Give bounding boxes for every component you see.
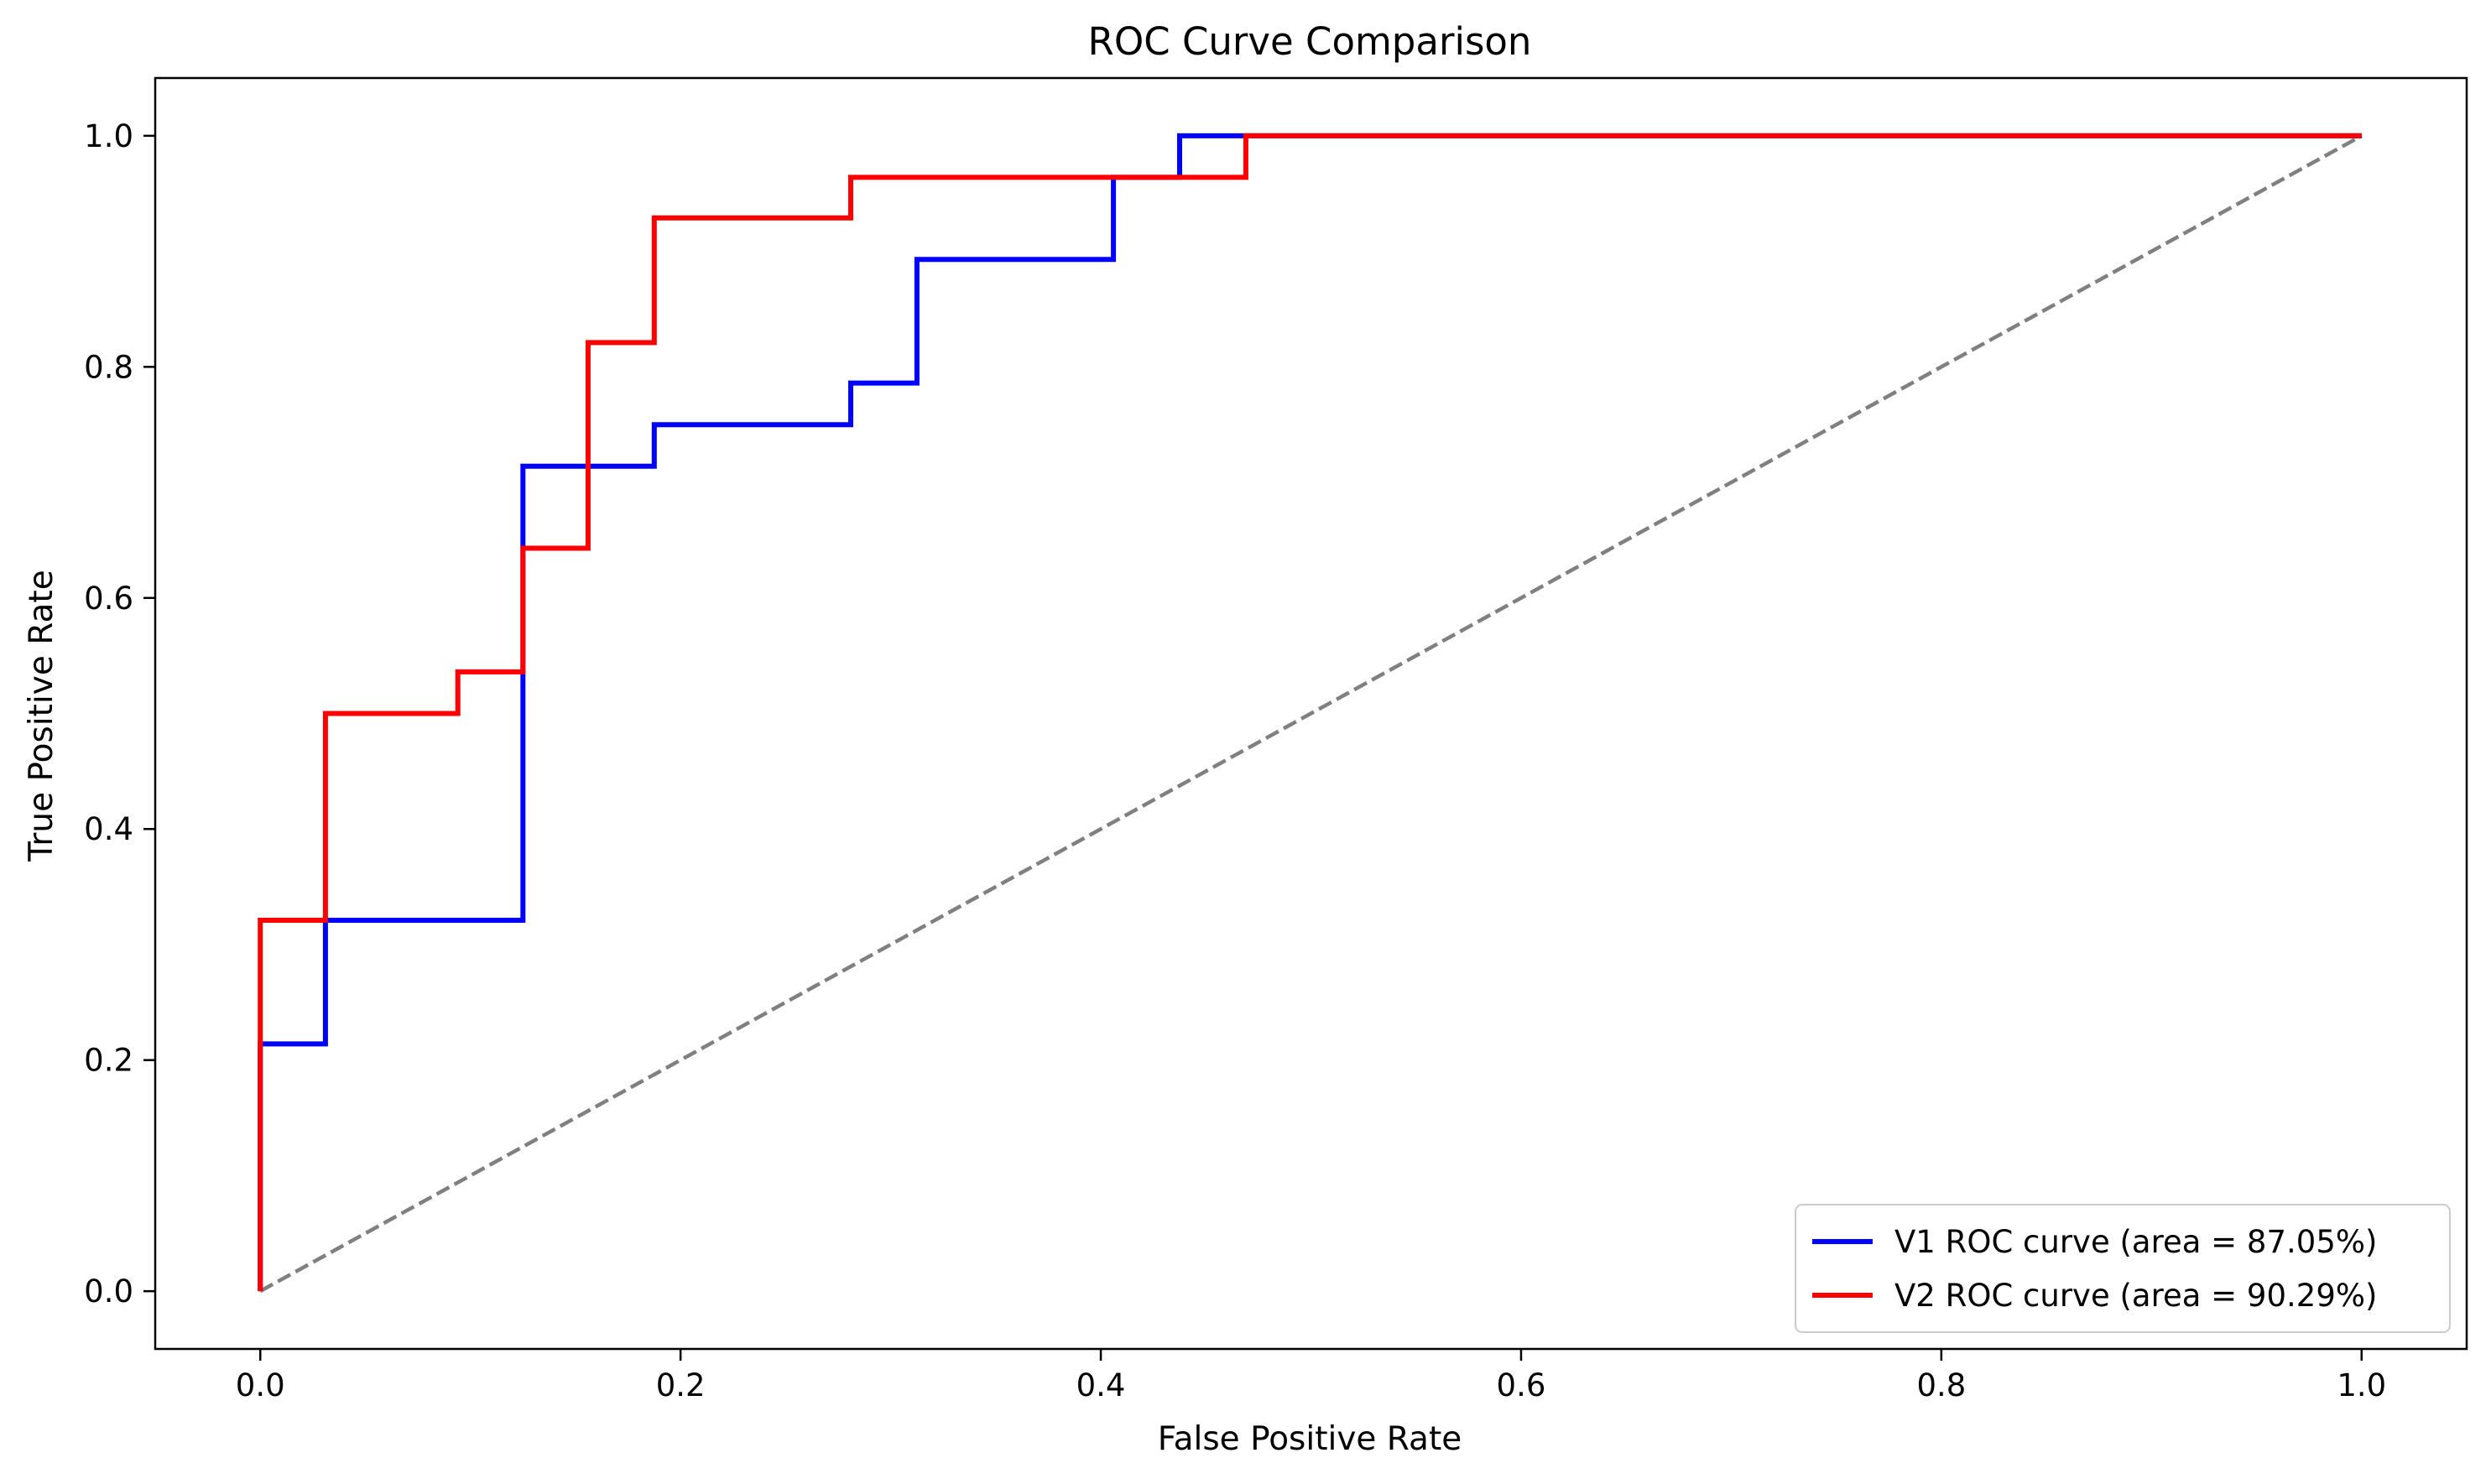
chance-diagonal-line <box>259 133 2363 1294</box>
x-axis-ticks: 0.0 0.2 0.4 0.6 0.8 1.0 <box>236 1349 2386 1403</box>
y-axis-label: True Positive Rate <box>23 570 60 862</box>
y-tick-label: 0.2 <box>84 1043 133 1079</box>
x-axis-label: False Positive Rate <box>1158 1420 1462 1458</box>
y-axis-ticks: 0.0 0.2 0.4 0.6 0.8 1.0 <box>84 118 155 1310</box>
plot-lines <box>258 133 2363 1294</box>
y-tick-label: 1.0 <box>84 118 133 154</box>
x-tick-label: 0.2 <box>656 1367 706 1403</box>
y-tick-label: 0.6 <box>84 581 133 617</box>
series-line-2 <box>258 133 2362 1292</box>
chart-title: ROC Curve Comparison <box>1088 19 1532 64</box>
x-tick-label: 0.8 <box>1916 1367 1966 1403</box>
axes-frame <box>154 76 2468 1351</box>
y-tick-label: 0.0 <box>84 1273 133 1310</box>
x-tick-label: 0.4 <box>1076 1367 1126 1403</box>
plot-frame <box>154 76 2468 1351</box>
legend-label: V2 ROC curve (area = 90.29%) <box>1894 1278 2377 1314</box>
x-tick-label: 1.0 <box>2337 1367 2386 1403</box>
x-tick-label: 0.0 <box>236 1367 285 1403</box>
x-tick-label: 0.6 <box>1497 1367 1546 1403</box>
legend: V1 ROC curve (area = 87.05%) V2 ROC curve… <box>1795 1204 2451 1333</box>
y-tick-label: 0.8 <box>84 349 133 385</box>
legend-box <box>1795 1204 2451 1333</box>
legend-label: V1 ROC curve (area = 87.05%) <box>1894 1224 2377 1260</box>
y-tick-label: 0.4 <box>84 811 133 847</box>
